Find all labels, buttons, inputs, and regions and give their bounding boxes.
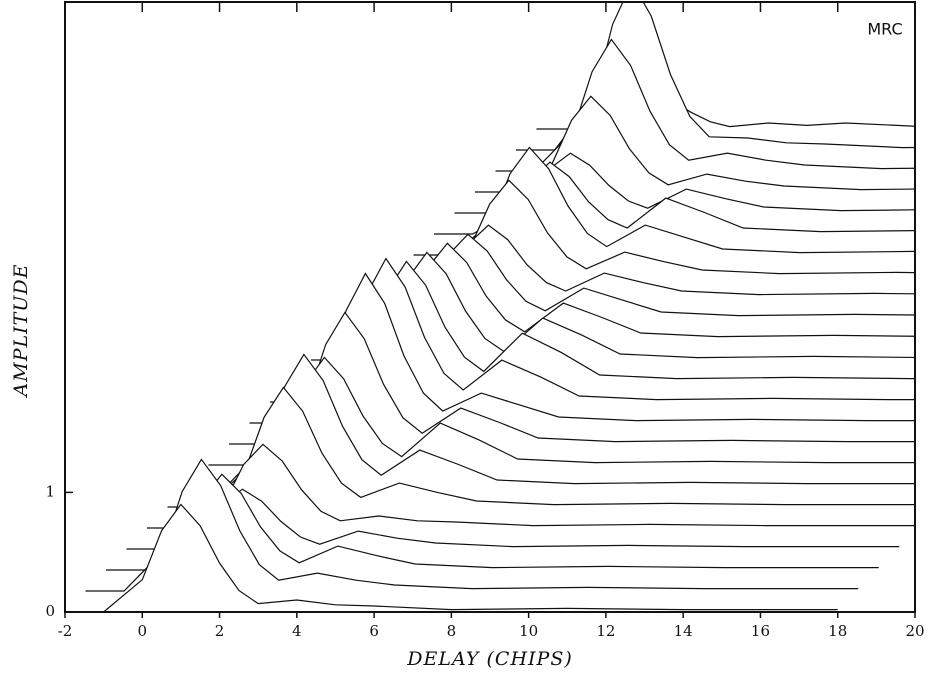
trace (393, 179, 915, 277)
trace-occluder (167, 387, 915, 537)
trace (167, 386, 915, 508)
plot-frame (64, 1, 916, 613)
x-tick-label: 8 (447, 622, 457, 640)
x-tick-label: 16 (751, 622, 770, 640)
trace-occluder (188, 354, 915, 516)
plot-area (65, 2, 915, 613)
x-tick-label: 18 (828, 622, 847, 640)
trace (147, 443, 915, 529)
x-tick-label: 4 (292, 622, 302, 640)
trace-occluder (65, 504, 838, 613)
trace-occluder (229, 312, 915, 474)
trace (475, 95, 915, 193)
x-tick-label: 2 (215, 622, 225, 640)
trace-occluder (208, 357, 915, 495)
x-tick-label: -2 (58, 622, 73, 640)
y-tick-label: 1 (45, 482, 55, 500)
y-tick-label: 0 (45, 602, 55, 620)
trace-occluder (249, 273, 915, 453)
trace-occluder (106, 474, 879, 600)
x-tick-label: 10 (519, 622, 538, 640)
trace-occluder (270, 258, 915, 432)
x-tick-label: 14 (674, 622, 693, 640)
trace (65, 503, 838, 613)
x-tick-label: 12 (596, 622, 615, 640)
corner-label: MRC (867, 20, 902, 39)
x-tick-label: 0 (137, 622, 147, 640)
x-tick-label: 20 (905, 622, 924, 640)
trace-occluder (290, 261, 915, 411)
x-tick-label: 6 (369, 622, 379, 640)
x-axis-title: DELAY (CHIPS) (406, 648, 573, 670)
trace (495, 38, 915, 172)
y-axis-title: AMPLITUDE (10, 264, 32, 399)
trace-occluder (147, 444, 915, 558)
